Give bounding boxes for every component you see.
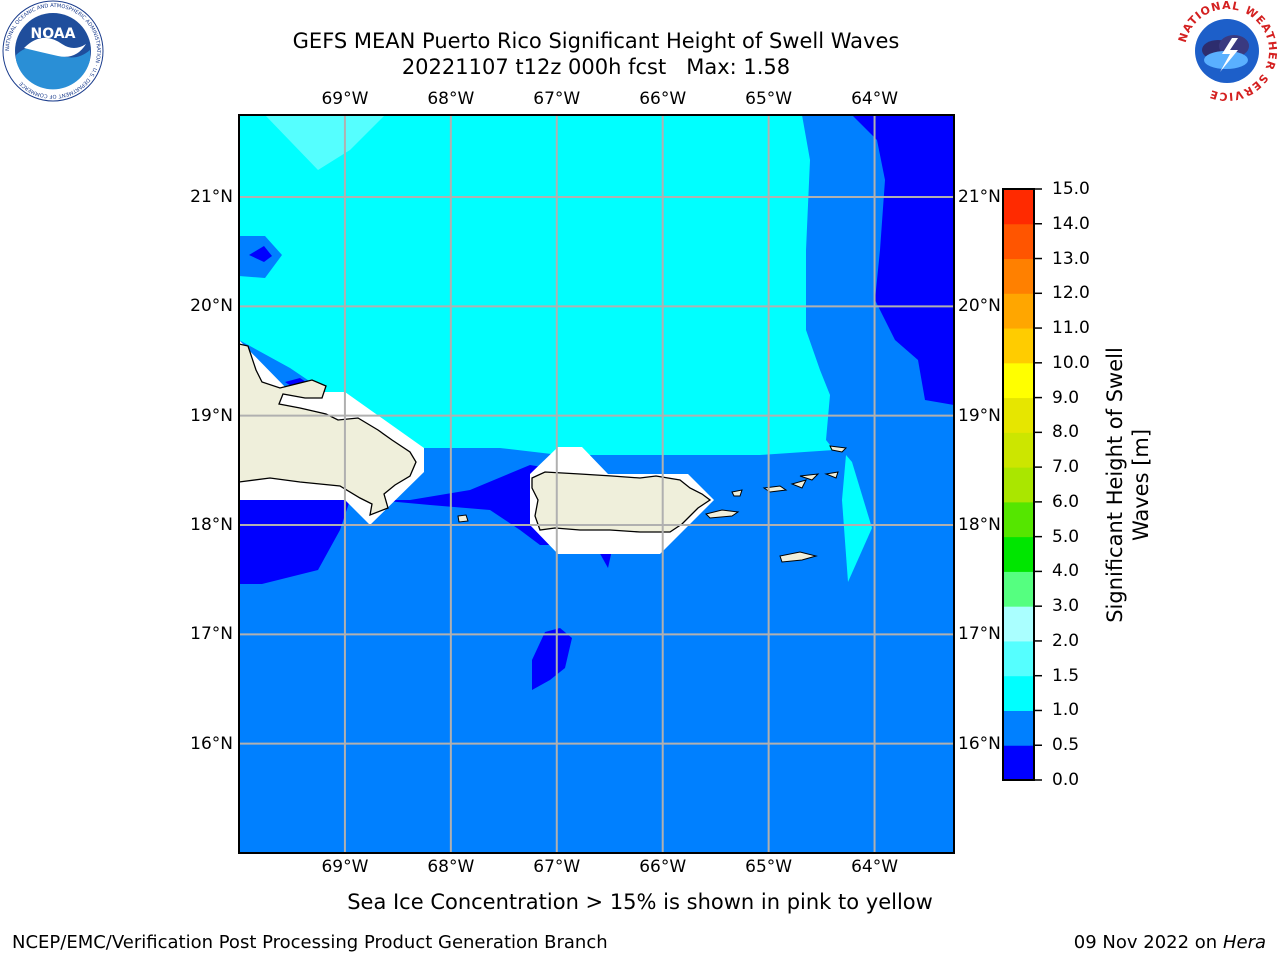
vieques-land (705, 509, 740, 519)
colorbar-tick-label: 4.0 (1052, 561, 1080, 582)
colorbar-band (1003, 745, 1034, 781)
footer-date: 09 Nov 2022 on Hera (1074, 932, 1266, 953)
longitude-tick-label: 64°W (851, 857, 899, 877)
latitude-tick-label: 21°N (190, 187, 233, 207)
colorbar-band (1003, 397, 1034, 433)
colorbar-band (1003, 258, 1034, 294)
nws-logo-icon: NATIONAL WEATHER SERVICE (1176, 0, 1278, 102)
tortola-land (799, 473, 820, 481)
swell-band-patch-west-inner (249, 246, 272, 262)
colorbar-band (1003, 362, 1034, 399)
footer-branch: NCEP/EMC/Verification Post Processing Pr… (12, 932, 608, 953)
footer-date-text: 09 Nov 2022 on (1073, 932, 1218, 953)
swell-band-1.0-1.5-east (842, 455, 872, 582)
colorbar-tick-label: 8.0 (1052, 422, 1080, 443)
colorbar-band (1003, 432, 1034, 468)
colorbar-band (1003, 606, 1034, 642)
colorbar-tick-label: 14.0 (1052, 213, 1090, 234)
culebra-land (731, 489, 743, 497)
footer-machine: Hera (1222, 932, 1266, 953)
colorbar-band (1003, 467, 1034, 503)
noaa-logo-icon: NATIONAL OCEANIC AND ATMOSPHERIC ADMINIS… (2, 0, 104, 102)
longitude-tick-label: 66°W (639, 857, 687, 877)
colorbar-tick-label: 0.5 (1052, 735, 1080, 756)
longitude-tick-label: 69°W (321, 857, 369, 877)
map-gridlines (239, 115, 954, 853)
colorbar (1002, 188, 1042, 781)
colorbar-tick-label: 1.5 (1052, 665, 1080, 686)
colorbar-label-line1: Significant Height of Swell (1103, 347, 1127, 623)
longitude-tick-label: 67°W (533, 89, 581, 109)
colorbar-band (1003, 189, 1034, 225)
swell-band-1.0-1.5 (239, 115, 834, 455)
colorbar-tick-label: 7.0 (1052, 457, 1080, 478)
colorbar-band (1003, 293, 1034, 329)
colorbar-tick-label: 11.0 (1052, 318, 1090, 339)
colorbar-band (1003, 710, 1034, 746)
colorbar-tick-label: 13.0 (1052, 248, 1090, 269)
latitude-tick-label-right: 17°N (958, 624, 1001, 645)
swell-band-0-0.5-southwest (239, 500, 350, 584)
latitude-tick-label-right: 21°N (958, 187, 1001, 207)
st-john-land (790, 479, 807, 489)
colorbar-tick-label: 0.0 (1052, 770, 1080, 790)
longitude-tick-label: 64°W (851, 89, 899, 109)
st-croix-land (779, 551, 818, 563)
colorbar-band (1003, 328, 1034, 364)
colorbar-tick-label: 2.0 (1052, 630, 1080, 651)
latitude-tick-label: 17°N (190, 624, 233, 645)
latitude-tick-label: 19°N (190, 405, 233, 426)
colorbar-band (1003, 501, 1034, 538)
colorbar-tick-label: 5.0 (1052, 526, 1080, 547)
hispaniola-land (239, 343, 417, 517)
longitude-tick-label: 69°W (321, 89, 369, 109)
latitude-tick-label: 20°N (190, 296, 233, 317)
colorbar-band (1003, 223, 1034, 260)
latitude-tick-label: 18°N (190, 515, 233, 535)
swell-band-0-0.5-east (852, 115, 954, 405)
map-title: GEFS MEAN Puerto Rico Significant Height… (292, 29, 900, 53)
swell-band-0-0.5-south-pr (598, 550, 612, 568)
colorbar-label: Significant Height of Swell Waves [m] (1102, 347, 1154, 623)
colorbar-tick-label: 6.0 (1052, 491, 1080, 512)
swell-band-1.5-2.0 (265, 115, 385, 170)
longitude-tick-label: 67°W (533, 857, 581, 877)
colorbar-label-line2: Waves [m] (1129, 428, 1153, 542)
isla-saona-land (457, 514, 469, 523)
map-subtitle: 20221107 t12z 000h fcst Max: 1.58 (401, 55, 791, 79)
longitude-tick-label: 65°W (745, 857, 793, 877)
latitude-tick-label: 16°N (190, 733, 233, 754)
anegada-land (829, 445, 848, 453)
colorbar-band (1003, 675, 1034, 711)
colorbar-tick-label: 12.0 (1052, 283, 1090, 304)
sea-ice-note: Sea Ice Concentration > 15% is shown in … (347, 890, 933, 914)
map-frame (238, 114, 955, 854)
colorbar-tick-label: 3.0 (1052, 596, 1080, 617)
longitude-tick-label: 68°W (427, 89, 475, 109)
colorbar-band (1003, 536, 1034, 572)
swell-band-0-0.5-south (532, 628, 572, 690)
colorbar-tick-label: 9.0 (1052, 387, 1080, 408)
colorbar-tick-label: 10.0 (1052, 352, 1090, 373)
colorbar-frame (1002, 188, 1035, 781)
longitude-tick-label: 65°W (745, 89, 793, 109)
latitude-tick-label-right: 19°N (958, 405, 1001, 426)
latitude-tick-label-right: 20°N (958, 296, 1001, 317)
virgin-gorda-land (824, 471, 839, 479)
latitude-tick-label-right: 18°N (958, 515, 1001, 535)
colorbar-band (1003, 640, 1034, 677)
longitude-tick-label: 68°W (427, 857, 475, 877)
colorbar-band (1003, 571, 1034, 607)
latitude-tick-label-right: 16°N (958, 733, 1001, 754)
colorbar-tick-label: 1.0 (1052, 700, 1080, 721)
colorbar-tick-label: 15.0 (1052, 179, 1090, 199)
noaa-logo-text: NOAA (31, 26, 76, 42)
longitude-tick-label: 66°W (639, 89, 687, 109)
